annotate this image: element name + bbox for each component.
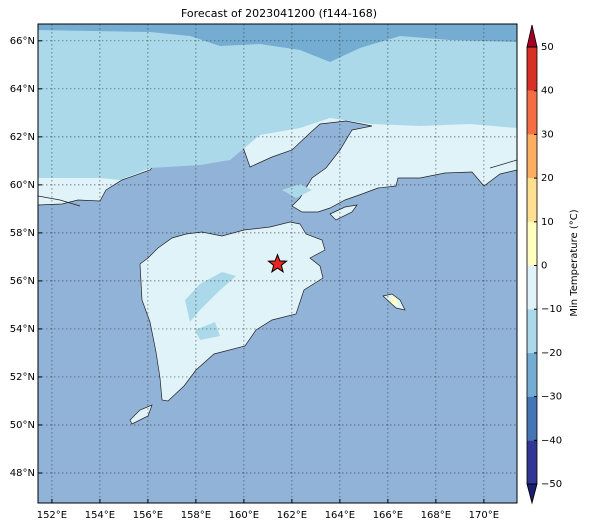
y-tick-label: 54°N bbox=[10, 324, 35, 335]
colorbar-tick-label: −30 bbox=[541, 392, 562, 403]
colorbar-band bbox=[527, 47, 537, 91]
colorbar-tick-label: 40 bbox=[541, 86, 554, 97]
coastline bbox=[38, 159, 517, 207]
y-tick-label: 48°N bbox=[10, 468, 35, 479]
x-tick-label: 164°E bbox=[325, 510, 355, 521]
colorbar-over bbox=[526, 24, 538, 48]
colorbar-tick-label: 20 bbox=[541, 173, 554, 184]
cold-band bbox=[38, 24, 517, 180]
colorbar-band bbox=[527, 396, 537, 441]
x-tick-label: 166°E bbox=[373, 510, 403, 521]
map bbox=[38, 24, 517, 503]
location-marker bbox=[267, 253, 288, 273]
y-tick-label: 64°N bbox=[10, 84, 35, 95]
colorbar-band bbox=[527, 134, 537, 179]
x-tick-label: 152°E bbox=[37, 510, 67, 521]
x-tick-label: 170°E bbox=[469, 510, 499, 521]
colorbar: −50 −40 −30 −20 −10 0 10 20 30 40 50 bbox=[526, 24, 562, 505]
x-tick-label: 160°E bbox=[229, 510, 259, 521]
colorbar-tick-label: −20 bbox=[541, 348, 562, 359]
colorbar-band bbox=[527, 221, 537, 266]
colorbar-tick-label: −10 bbox=[541, 304, 562, 315]
colorbar-band bbox=[527, 178, 537, 222]
colorbar-tick-label: 50 bbox=[541, 42, 554, 53]
map-frame bbox=[37, 23, 518, 504]
warm-patch bbox=[390, 296, 398, 306]
colorbar-under bbox=[526, 483, 538, 505]
colder-band bbox=[38, 24, 517, 62]
y-tick-label: 60°N bbox=[10, 180, 35, 191]
colorbar-band bbox=[527, 265, 537, 310]
y-tick-label: 50°N bbox=[10, 420, 35, 431]
colorbar-band bbox=[527, 309, 537, 353]
y-tick-label: 66°N bbox=[10, 36, 35, 47]
colorbar-band bbox=[527, 90, 537, 135]
y-tick-label: 52°N bbox=[10, 372, 35, 383]
map-title: Forecast of 2023041200 (f144-168) bbox=[181, 7, 377, 20]
y-tick-label: 62°N bbox=[10, 132, 35, 143]
y-tick-label: 58°N bbox=[10, 228, 35, 239]
x-tick-label: 162°E bbox=[277, 510, 307, 521]
colorbar-tick-label: 0 bbox=[541, 261, 547, 272]
x-tick-label: 156°E bbox=[133, 510, 163, 521]
colorbar-label: Min Temperature (°C) bbox=[569, 209, 580, 316]
y-tick-label: 56°N bbox=[10, 276, 35, 287]
colorbar-tick-label: −50 bbox=[541, 479, 562, 490]
x-tick-label: 168°E bbox=[421, 510, 451, 521]
x-tick-label: 154°E bbox=[85, 510, 115, 521]
colorbar-tick-label: 10 bbox=[541, 217, 554, 228]
colorbar-tick-label: 30 bbox=[541, 129, 554, 140]
island bbox=[129, 204, 406, 425]
colorbar-band bbox=[527, 352, 537, 397]
colorbar-band bbox=[527, 440, 537, 484]
x-tick-label: 158°E bbox=[181, 510, 211, 521]
colorbar-tick-label: −40 bbox=[541, 435, 562, 446]
